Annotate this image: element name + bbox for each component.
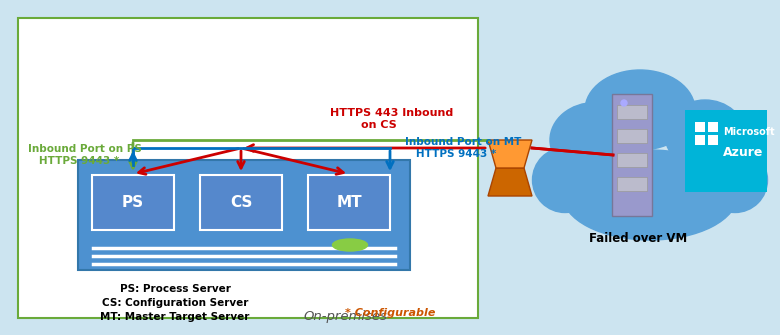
Text: Inbound Port on MT
   HTTPS 9443 *: Inbound Port on MT HTTPS 9443 * <box>405 137 521 159</box>
Ellipse shape <box>665 100 745 170</box>
FancyBboxPatch shape <box>18 18 478 318</box>
Text: * Configurable: * Configurable <box>345 308 435 318</box>
Text: PS: Process Server: PS: Process Server <box>119 284 230 294</box>
FancyBboxPatch shape <box>612 94 652 216</box>
Ellipse shape <box>550 103 640 178</box>
FancyBboxPatch shape <box>617 153 647 167</box>
Text: CS: Configuration Server: CS: Configuration Server <box>102 298 248 308</box>
Polygon shape <box>488 168 532 196</box>
Text: CS: CS <box>230 195 252 210</box>
FancyBboxPatch shape <box>308 175 390 230</box>
Text: MT: MT <box>336 195 362 210</box>
Ellipse shape <box>533 147 597 212</box>
Ellipse shape <box>703 147 768 212</box>
FancyBboxPatch shape <box>685 110 767 192</box>
FancyBboxPatch shape <box>92 175 174 230</box>
Text: Failed over VM: Failed over VM <box>589 232 687 245</box>
Text: On-premises: On-premises <box>303 310 387 323</box>
FancyBboxPatch shape <box>617 129 647 143</box>
Text: PS: PS <box>122 195 144 210</box>
Text: Microsoft: Microsoft <box>723 127 775 137</box>
Polygon shape <box>488 140 532 168</box>
FancyBboxPatch shape <box>617 177 647 191</box>
Text: Inbound Port on PS
   HTTPS 9443 *: Inbound Port on PS HTTPS 9443 * <box>28 144 142 166</box>
FancyBboxPatch shape <box>78 160 410 270</box>
FancyBboxPatch shape <box>617 105 647 119</box>
Text: MT: Master Target Server: MT: Master Target Server <box>101 312 250 322</box>
Ellipse shape <box>562 150 738 240</box>
FancyBboxPatch shape <box>695 122 705 132</box>
Ellipse shape <box>332 239 367 251</box>
Ellipse shape <box>621 100 627 106</box>
FancyBboxPatch shape <box>708 122 718 132</box>
FancyBboxPatch shape <box>200 175 282 230</box>
Ellipse shape <box>585 70 695 150</box>
Text: HTTPS 443 Inbound
        on CS: HTTPS 443 Inbound on CS <box>330 108 453 130</box>
FancyBboxPatch shape <box>695 135 705 145</box>
FancyBboxPatch shape <box>708 135 718 145</box>
Text: Azure: Azure <box>723 145 764 158</box>
